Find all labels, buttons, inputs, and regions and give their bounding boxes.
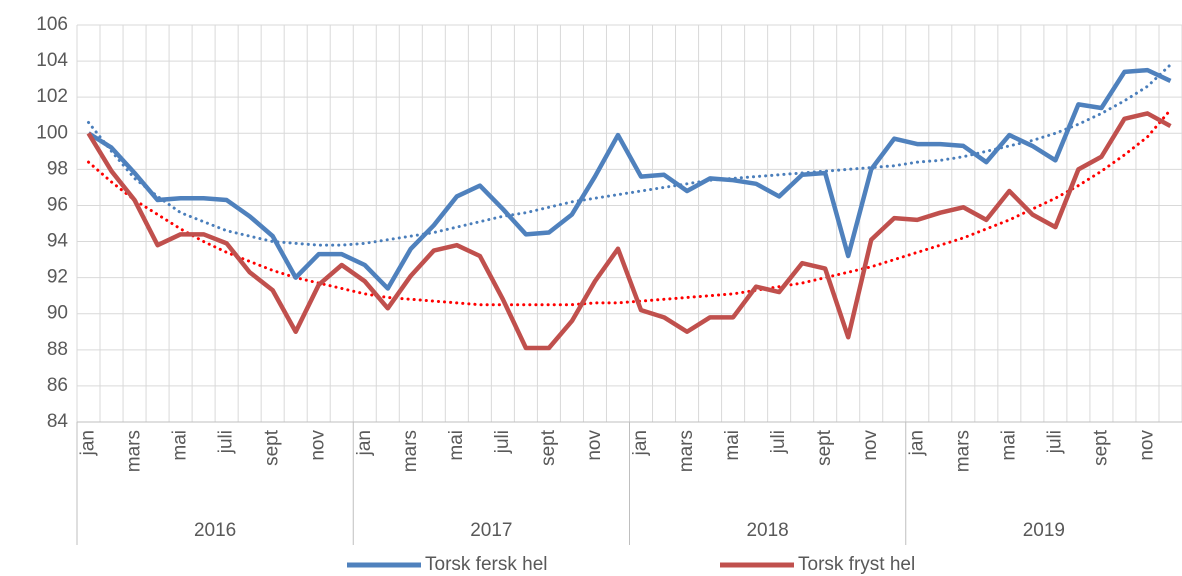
trendline — [87, 63, 1172, 247]
year-label: 2016 — [194, 520, 236, 541]
y-tick-label: 104 — [36, 50, 68, 71]
y-tick-label: 106 — [36, 14, 68, 35]
x-tick-label: jan — [354, 430, 375, 456]
y-tick-label: 102 — [36, 86, 68, 107]
x-tick-label: mai — [170, 430, 191, 461]
y-tick-label: 92 — [47, 267, 68, 288]
legend-label: Torsk fryst hel — [798, 554, 915, 575]
x-tick-label: nov — [1136, 430, 1157, 461]
x-tick-label: juli — [768, 430, 789, 454]
x-tick-label: mars — [676, 430, 697, 472]
y-tick-label: 86 — [47, 375, 68, 396]
legend-label: Torsk fersk hel — [425, 554, 547, 575]
y-tick-label: 100 — [36, 122, 68, 143]
x-tick-label: sept — [262, 429, 283, 466]
x-tick-label: mai — [446, 430, 467, 461]
y-tick-label: 90 — [47, 303, 68, 324]
y-tick-label: 96 — [47, 194, 68, 215]
x-tick-label: nov — [860, 430, 881, 461]
x-tick-label: nov — [584, 430, 605, 461]
x-tick-label: mars — [952, 430, 973, 472]
y-tick-label: 98 — [47, 158, 68, 179]
y-tick-label: 84 — [47, 411, 69, 432]
x-tick-label: nov — [308, 430, 329, 461]
y-tick-label: 88 — [47, 339, 68, 360]
year-label: 2019 — [1023, 520, 1065, 541]
x-tick-label: juli — [492, 430, 513, 454]
series-line — [86, 111, 1172, 351]
x-tick-label: juli — [1044, 430, 1065, 454]
x-tick-label: mars — [124, 430, 145, 472]
x-tick-label: sept — [814, 429, 835, 466]
x-tick-label: jan — [630, 430, 651, 456]
x-tick-label: mars — [400, 430, 421, 472]
x-tick-label: mai — [722, 430, 743, 461]
x-tick-label: sept — [1090, 429, 1111, 466]
year-label: 2017 — [470, 520, 512, 541]
x-tick-label: juli — [216, 430, 237, 454]
year-label: 2018 — [746, 520, 788, 541]
x-tick-label: mai — [998, 430, 1019, 461]
x-tick-label: jan — [78, 430, 99, 456]
trendline — [87, 108, 1172, 307]
x-tick-label: sept — [538, 429, 559, 466]
series-line — [87, 67, 1172, 291]
x-tick-label: jan — [906, 430, 927, 456]
y-tick-label: 94 — [47, 231, 69, 252]
